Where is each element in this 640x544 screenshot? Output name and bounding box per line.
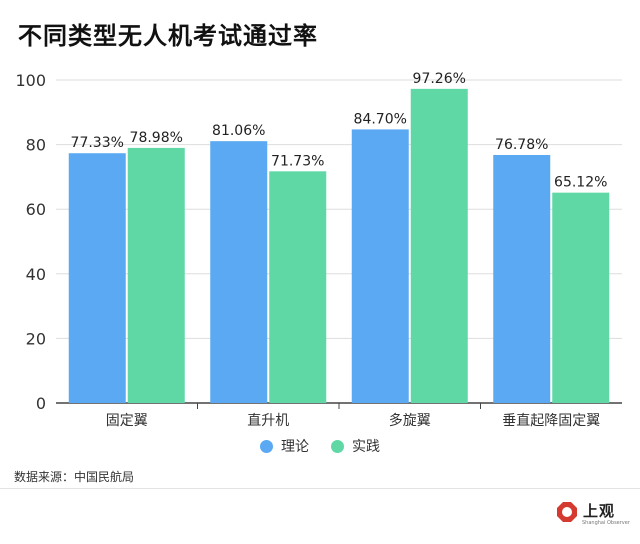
y-tick-label: 20 bbox=[26, 329, 46, 348]
logo-mark-icon bbox=[557, 502, 577, 522]
footer-divider bbox=[0, 488, 640, 489]
legend-label-theory: 理论 bbox=[281, 439, 309, 455]
legend: 理论 实践 bbox=[0, 436, 640, 456]
bar[interactable] bbox=[351, 129, 409, 403]
bar-data-label: 78.98% bbox=[130, 130, 183, 146]
bar[interactable] bbox=[68, 153, 126, 403]
y-tick-label: 100 bbox=[15, 71, 46, 90]
x-tick-labels: 固定翼 直升机 多旋翼 垂直起降固定翼 bbox=[106, 412, 601, 429]
bar[interactable] bbox=[410, 88, 468, 404]
bar-data-label: 81.06% bbox=[212, 123, 265, 139]
y-tick-labels: 0 20 40 60 80 100 bbox=[15, 71, 46, 413]
logo-text: 上观 bbox=[583, 502, 616, 520]
bar-data-label: 71.73% bbox=[271, 153, 324, 169]
bar-data-label: 76.78% bbox=[495, 137, 548, 153]
legend-swatch-theory bbox=[260, 439, 273, 453]
source-note: 数据来源：中国民航局 bbox=[14, 470, 135, 484]
bar-chart: 0 20 40 60 80 100 77.33% 78.98% 81.06% 71.73% 84.… bbox=[15, 71, 622, 429]
bar-data-label: 77.33% bbox=[71, 135, 124, 151]
x-tick-label: 多旋翼 bbox=[389, 412, 431, 429]
bar-data-label: 84.70% bbox=[354, 111, 407, 127]
brand-logo: 上观 Shanghai Observer bbox=[556, 498, 636, 532]
y-tick-label: 80 bbox=[26, 136, 46, 155]
legend-label-practice: 实践 bbox=[352, 439, 380, 455]
y-tick-label: 0 bbox=[36, 394, 46, 413]
bar-data-labels: 77.33% 78.98% 81.06% 71.73% 84.70% 97.26% 76.7… bbox=[71, 71, 608, 191]
bar[interactable] bbox=[493, 155, 551, 403]
y-tick-label: 40 bbox=[26, 265, 46, 284]
y-tick-label: 60 bbox=[26, 200, 46, 219]
x-tick-label: 垂直起降固定翼 bbox=[502, 412, 600, 429]
bar[interactable] bbox=[269, 171, 327, 403]
legend-item-theory[interactable]: 理论 bbox=[260, 436, 309, 456]
logo-subtitle: Shanghai Observer bbox=[582, 520, 630, 526]
chart-title: 不同类型无人机考试通过率 bbox=[18, 22, 318, 50]
bars bbox=[68, 88, 610, 404]
legend-item-practice[interactable]: 实践 bbox=[331, 436, 380, 456]
bar[interactable] bbox=[127, 147, 185, 403]
bar-data-label: 65.12% bbox=[554, 175, 607, 191]
x-tick-label: 直升机 bbox=[247, 412, 289, 429]
x-tick-label: 固定翼 bbox=[106, 413, 148, 429]
bar-data-label: 97.26% bbox=[413, 71, 466, 87]
legend-swatch-practice bbox=[331, 439, 344, 453]
bar[interactable] bbox=[210, 141, 268, 403]
bar[interactable] bbox=[552, 192, 610, 403]
